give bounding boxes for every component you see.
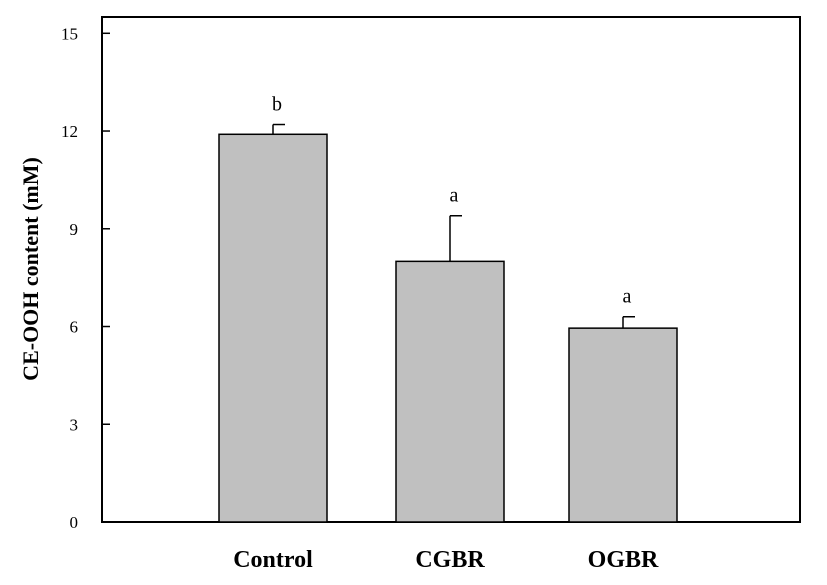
significance-label: a — [450, 185, 459, 207]
significance-label: b — [272, 94, 282, 116]
bar-control — [218, 133, 328, 523]
y-axis-ticks: 0 3 6 9 12 15 — [61, 24, 110, 532]
bars-group: b a a — [218, 94, 678, 523]
bar-cgbr — [395, 260, 505, 523]
y-tick-label: 6 — [70, 318, 79, 337]
y-tick-label: 3 — [70, 415, 79, 434]
significance-label: a — [623, 286, 632, 308]
category-label: OGBR — [588, 547, 659, 573]
y-tick-label: 9 — [70, 220, 79, 239]
category-label: CGBR — [415, 547, 485, 573]
x-axis-labels: Control CGBR OGBR — [233, 547, 659, 573]
y-tick-label: 12 — [61, 122, 78, 141]
y-axis-title: CE-OOH content (mM) — [18, 157, 43, 381]
category-label: Control — [233, 547, 313, 573]
y-tick-label: 15 — [61, 24, 78, 43]
y-tick-label: 0 — [70, 513, 79, 532]
bar-ogbr — [568, 327, 678, 523]
